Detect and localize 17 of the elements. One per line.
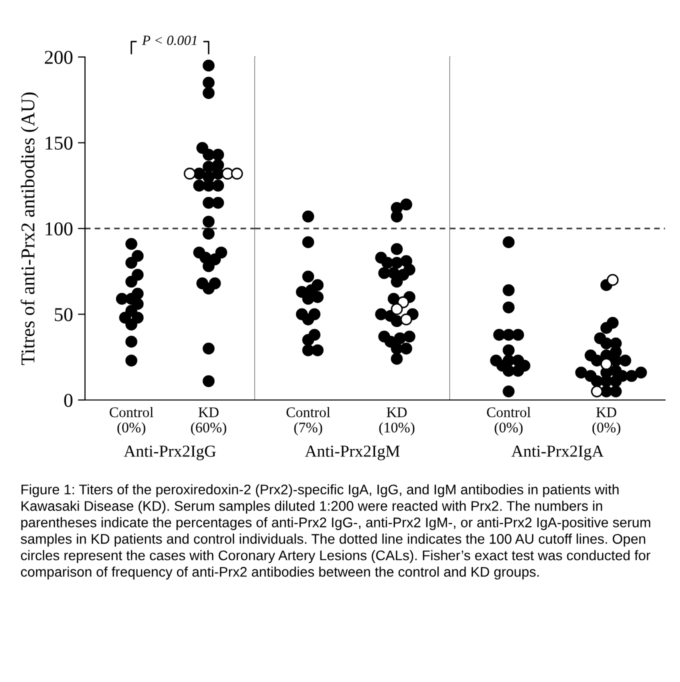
x-tick-label: KD (0%) <box>592 408 620 436</box>
y-tick-label: 200 <box>44 50 72 64</box>
x-tick-label: Control (7%) <box>286 406 330 436</box>
y-axis-title: Titres of anti-Prx2 antibodies (AU) <box>20 92 38 365</box>
x-tick-label: KD (60%) <box>191 408 226 436</box>
text: P < 0.001 <box>142 36 196 46</box>
y-tick-label: 0 <box>64 394 72 407</box>
y-tick-label: 150 <box>46 136 72 150</box>
x-axis-title: Anti-Prx2IgA <box>511 446 604 460</box>
x-tick-label: Control (0%) <box>486 406 531 436</box>
y-tick-label: 50 <box>54 308 72 322</box>
x-tick-label: KD (10%) <box>379 408 414 436</box>
caption: Figure 1: Titers of the peroxiredoxin-2 (Prx2)-specific IgA, IgG, and IgM antibodies in patients with Kawasaki Disease (KD). Serum samples diluted 1:200 were reacted with Prx2. The numbers in parentheses indicate the percentages of anti-Prx2 IgG-, anti-Prx2 IgM-, or anti-Prx2 IgA-positive serum samples in KD patients and control individuals. The dotted line indicates the 100 AU cutoff lines. Open circles represent the cases with Coronary Artery Lesions (CALs). Fisher’s exact test was conducted for comparison of frequency of anti-Prx2 antibodies between the control and KD groups. <box>20 484 650 580</box>
x-axis-title: Anti-Prx2IgG <box>124 446 216 460</box>
x-axis-title: Anti-Prx2IgM <box>304 446 400 460</box>
y-tick-label: 100 <box>46 222 72 236</box>
x-tick-label: Control (0%) <box>110 406 154 436</box>
